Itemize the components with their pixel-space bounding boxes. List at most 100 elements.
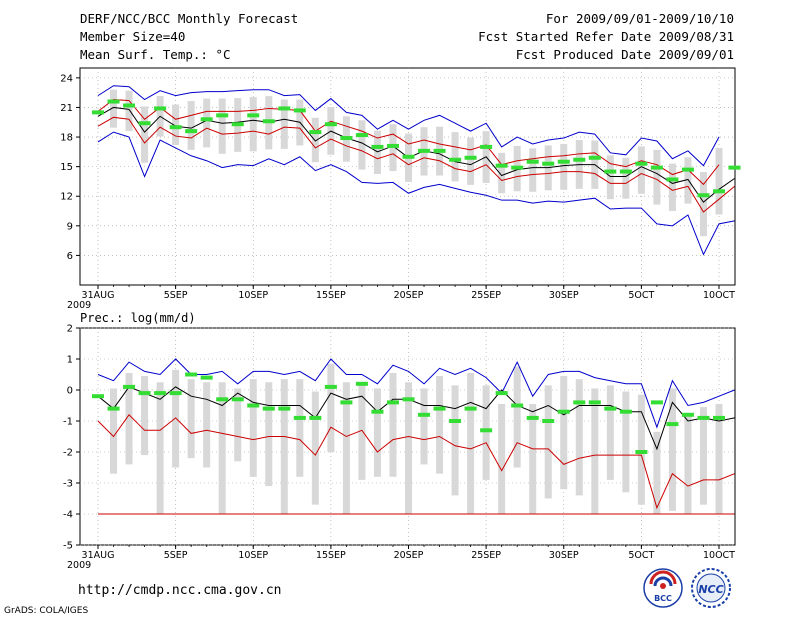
- observed-marker: [526, 415, 539, 420]
- observed-marker: [340, 400, 353, 405]
- spread-box: [203, 98, 211, 148]
- observed-marker: [278, 106, 291, 111]
- chart-title: DERF/NCC/BCC Monthly Forecast: [80, 11, 299, 26]
- y-tick-label: 2: [67, 324, 73, 335]
- y-tick-label: -3: [63, 479, 73, 490]
- observed-marker: [681, 412, 694, 417]
- spread-box: [203, 382, 211, 468]
- spread-box: [405, 382, 412, 514]
- observed-marker: [619, 169, 632, 174]
- series-line-p10: [97, 116, 735, 213]
- observed-marker: [604, 169, 617, 174]
- series-line-mean: [97, 106, 735, 203]
- observed-marker: [418, 148, 431, 153]
- precip-panel: -5 -4 -3 -2 -1 0 1 2 31AUG 5SEP 10SEP 15SEP 20SEP 25S…: [63, 324, 735, 572]
- observed-marker: [247, 113, 260, 118]
- observed-marker: [324, 384, 337, 389]
- spread-box: [172, 104, 180, 145]
- spread-box: [358, 120, 366, 170]
- observed-marker: [650, 165, 663, 170]
- spread-box: [296, 379, 304, 477]
- observed-marker: [697, 193, 710, 198]
- y-tick-label: 1: [67, 355, 73, 366]
- observed-marker: [480, 144, 493, 149]
- spread-box: [218, 98, 226, 154]
- observed-marker: [542, 419, 555, 423]
- observed-marker: [480, 428, 493, 433]
- observed-marker: [293, 108, 306, 113]
- observed-marker: [355, 133, 368, 138]
- observed-marker: [340, 136, 353, 141]
- observed-marker: [433, 148, 446, 153]
- spread-box: [389, 372, 397, 477]
- observed-marker: [169, 391, 182, 396]
- observed-marker: [309, 130, 322, 135]
- observed-marker: [573, 400, 586, 405]
- observed-marker: [511, 165, 524, 170]
- spread-box: [172, 369, 180, 468]
- observed-marker: [355, 381, 368, 386]
- spread-box: [156, 382, 164, 514]
- x-tick-label: 30SEP: [549, 290, 579, 301]
- y-tick-label: 6: [67, 251, 73, 262]
- x-year-label: 2009: [67, 560, 91, 571]
- observed-marker: [92, 394, 104, 399]
- x-tick-label: 10SEP: [238, 290, 268, 301]
- spread-box: [653, 431, 661, 514]
- forecast-started-date: Fcst Started Refer Date 2009/08/31: [478, 29, 734, 44]
- spread-box: [110, 89, 118, 128]
- grads-credit: GrADS: COLA/IGES: [4, 606, 89, 616]
- spread-box: [265, 382, 273, 487]
- observed-marker: [92, 110, 104, 115]
- spread-box: [544, 385, 552, 499]
- spread-box: [436, 376, 444, 474]
- observed-marker: [449, 157, 462, 162]
- x-tick-label: 30SEP: [549, 550, 579, 561]
- observed-marker: [386, 143, 399, 148]
- observed-marker: [138, 121, 151, 126]
- observed-marker: [185, 372, 198, 377]
- spread-box: [622, 157, 630, 199]
- series-line-p90: [97, 99, 720, 186]
- spread-box: [498, 403, 506, 514]
- spread-box: [311, 391, 319, 505]
- observed-marker: [107, 99, 120, 104]
- observed-marker: [604, 406, 617, 411]
- observed-marker: [495, 391, 508, 396]
- spread-box: [684, 157, 692, 204]
- observed-marker: [495, 163, 508, 168]
- observed-marker: [619, 409, 632, 414]
- x-tick-label: 10OCT: [703, 290, 735, 301]
- temperature-panel-frame: [79, 67, 736, 286]
- spread-box: [668, 163, 676, 212]
- y-tick-label: 24: [60, 73, 73, 84]
- website-url[interactable]: http://cmdp.ncc.cma.gov.cn: [78, 583, 282, 598]
- observed-marker: [464, 155, 477, 160]
- variable-label: Mean Surf. Temp.: °C: [80, 47, 231, 62]
- series-line-max: [97, 358, 735, 429]
- spread-box: [218, 382, 226, 514]
- observed-marker: [681, 167, 694, 172]
- observed-marker: [511, 403, 524, 408]
- observed-marker: [107, 406, 120, 411]
- y-tick-label: 0: [67, 386, 73, 397]
- observed-marker: [588, 400, 601, 405]
- y-tick-label: 12: [60, 192, 73, 203]
- member-size-label: Member Size=40: [80, 29, 186, 44]
- observed-marker: [666, 422, 679, 427]
- series-line-p10: [97, 414, 735, 510]
- observed-marker: [169, 125, 182, 130]
- spread-box: [311, 117, 319, 163]
- precip-panel-title: Prec.: log(mm/d): [80, 311, 196, 325]
- spread-box: [451, 385, 459, 496]
- spread-box: [342, 382, 350, 514]
- x-tick-label: 5SEP: [164, 290, 188, 301]
- observed-marker: [185, 129, 198, 134]
- forecast-period: For 2009/09/01-2009/10/10: [545, 11, 734, 26]
- precip-panel-frame: [79, 327, 736, 546]
- spread-box: [668, 388, 676, 511]
- temperature-panel: 6 9 12 15 18 21 24 31AUG 5SEP 10SEP 15SEP 20SEP 25SE…: [60, 68, 741, 311]
- observed-marker: [123, 103, 136, 108]
- spread-box: [637, 394, 645, 505]
